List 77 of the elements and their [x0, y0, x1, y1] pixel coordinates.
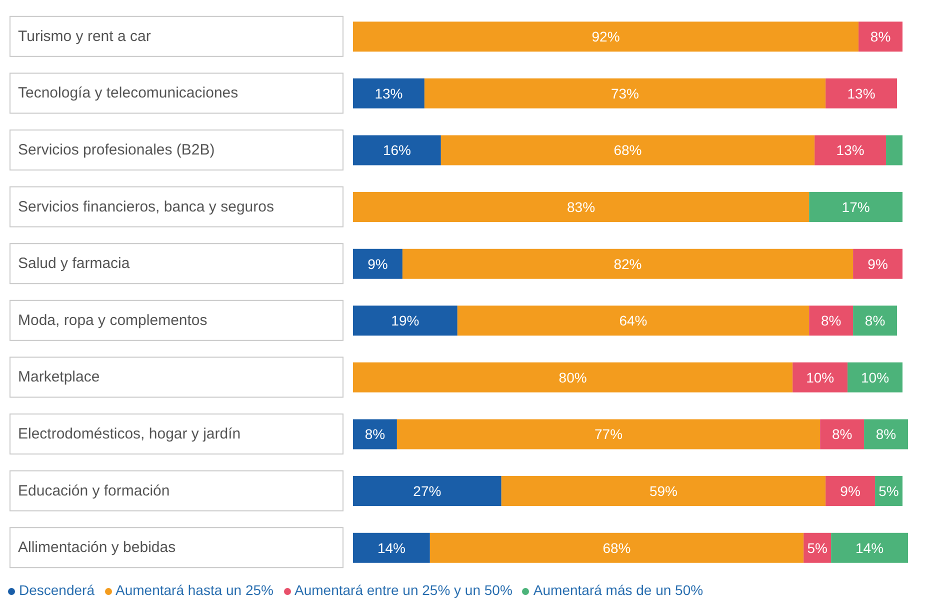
bar — [858, 22, 903, 52]
data-label: 64% — [619, 312, 648, 329]
data-label: 5% — [807, 540, 828, 556]
data-label: 14% — [856, 540, 884, 556]
bar — [864, 419, 908, 450]
y-tick-label: Educación y formación — [18, 482, 170, 500]
data-label: 13% — [374, 85, 403, 102]
data-label: 9% — [868, 256, 888, 272]
bar — [809, 192, 903, 222]
bar — [457, 306, 810, 336]
data-label: 92% — [592, 28, 620, 45]
data-label: 13% — [847, 85, 876, 102]
y-tick-label: Servicios financieros, banca y seguros — [18, 198, 274, 216]
data-label: 17% — [842, 199, 870, 216]
bar — [501, 476, 826, 506]
bar — [848, 362, 903, 392]
y-tick-label: Electrodomésticos, hogar y jardín — [18, 426, 241, 442]
bar — [820, 419, 864, 450]
data-label: 68% — [602, 540, 631, 556]
bar — [353, 362, 793, 392]
data-label: 82% — [614, 256, 642, 272]
data-label: 8% — [870, 28, 891, 45]
bar — [826, 476, 876, 506]
bar — [353, 306, 458, 336]
data-label: 13% — [836, 142, 864, 158]
bar — [424, 78, 826, 108]
bar — [792, 362, 848, 392]
data-label: 83% — [567, 199, 596, 216]
bar — [440, 135, 815, 166]
data-label: 77% — [594, 426, 623, 442]
data-label: 8% — [864, 312, 886, 329]
legend-label: Aumentará hasta un 25% — [116, 582, 274, 598]
y-tick-label: Turismo y rent a car — [18, 28, 151, 45]
data-label: 10% — [861, 369, 890, 386]
bar — [353, 532, 430, 563]
bar — [353, 192, 810, 222]
legend-label: Aumentará más de un 50% — [533, 582, 704, 598]
bar — [353, 135, 441, 166]
data-label: 14% — [377, 540, 406, 556]
bar — [853, 306, 898, 336]
data-label: 16% — [382, 142, 411, 158]
bar — [353, 248, 402, 279]
data-label: 9% — [840, 483, 860, 500]
bar — [809, 306, 854, 336]
data-label: 8% — [832, 426, 852, 442]
bar — [353, 476, 502, 506]
y-tick-label: Servicios profesionales (B2B) — [18, 142, 215, 158]
bar — [814, 135, 886, 166]
bar — [353, 419, 397, 450]
bar — [430, 532, 804, 563]
data-label: 5% — [878, 483, 899, 500]
legend-label: Aumentará entre un 25% y un 50% — [294, 582, 512, 598]
bar — [826, 78, 898, 108]
data-label: 27% — [413, 483, 442, 500]
legend-label: Descenderá — [19, 582, 94, 598]
data-label: 9% — [368, 256, 388, 272]
bar — [402, 248, 854, 279]
data-label: 10% — [806, 369, 834, 386]
data-label: 8% — [820, 312, 842, 329]
data-label: 73% — [610, 85, 640, 102]
bar — [886, 135, 903, 166]
data-label: 80% — [558, 369, 587, 386]
data-label: 59% — [649, 483, 678, 500]
data-label: 8% — [876, 426, 896, 442]
bar — [853, 248, 903, 279]
data-label: 68% — [614, 142, 642, 158]
bar — [831, 532, 908, 563]
y-tick-label: Tecnología y telecomunicaciones — [18, 84, 238, 102]
bar — [353, 22, 859, 52]
data-label: 8% — [364, 426, 386, 442]
y-tick-label: Moda, ropa y complementos — [18, 312, 208, 329]
bar — [353, 78, 424, 108]
bar — [396, 419, 820, 450]
data-label: 19% — [391, 312, 420, 329]
y-tick-label: Allimentación y bebidas — [18, 539, 176, 556]
y-tick-label: Marketplace — [18, 368, 100, 386]
y-tick-label: Salud y farmacia — [18, 255, 130, 272]
